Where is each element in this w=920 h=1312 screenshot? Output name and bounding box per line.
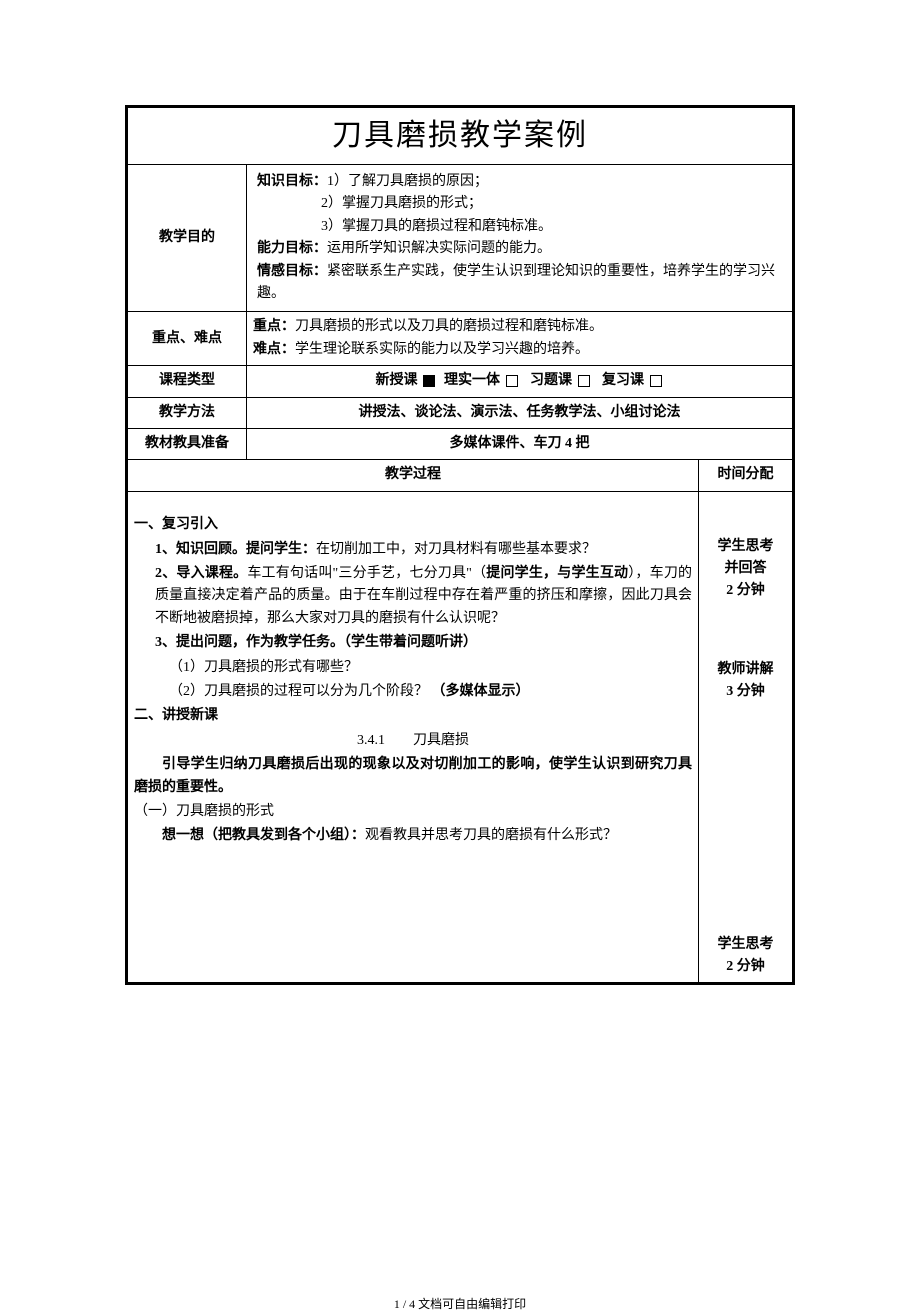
course-type-label: 课程类型 — [127, 366, 247, 397]
page-footer: 1 / 4 文档可自由编辑打印 — [394, 1295, 526, 1312]
course-type-opt2: 理实一体 — [444, 373, 500, 388]
p2-emph: 提问学生，与学生互动 — [486, 566, 628, 581]
title-cell: 刀具磨损教学案例 — [127, 107, 794, 165]
think-label: 想一想（把教具发到各个小组）： — [162, 828, 365, 843]
knowledge-goal-2: 2）掌握刀具磨损的形式； — [257, 193, 782, 215]
keypoints-label: 重点、难点 — [127, 312, 247, 366]
keypoints-content: 重点：刀具磨损的形式以及刀具的磨损过程和磨钝标准。 难点：学生理论联系实际的能力… — [247, 312, 794, 366]
title-row: 刀具磨损教学案例 — [127, 107, 794, 165]
method-label: 教学方法 — [127, 397, 247, 428]
ability-goal-text: 运用所学知识解决实际问题的能力。 — [327, 241, 551, 256]
process-header-right: 时间分配 — [699, 460, 794, 491]
lead-text: 引导学生归纳刀具磨损后出现的现象以及对切削加工的影响，使学生认识到研究刀具磨损的… — [134, 754, 692, 799]
key-text: 刀具磨损的形式以及刀具的磨损过程和磨钝标准。 — [295, 319, 603, 334]
question-1: （1）刀具磨损的形式有哪些？ — [134, 657, 692, 679]
section-1-heading: 一、复习引入 — [134, 514, 692, 536]
process-body: 一、复习引入 1、知识回顾。提问学生：在切削加工中，对刀具材料有哪些基本要求？ … — [127, 491, 699, 984]
time-3a: 学生思考 — [705, 934, 786, 956]
time-column: 学生思考 并回答 2 分钟 教师讲解 3 分钟 学生思考 2 分钟 — [699, 491, 794, 984]
p3-label: 3、提出问题，作为教学任务。（学生带着问题听讲） — [134, 632, 692, 654]
materials-label: 教材教具准备 — [127, 428, 247, 459]
process-body-row: 一、复习引入 1、知识回顾。提问学生：在切削加工中，对刀具材料有哪些基本要求？ … — [127, 491, 794, 984]
checkbox-filled-icon — [423, 375, 435, 387]
time-3b: 2 分钟 — [705, 956, 786, 978]
time-block-3: 学生思考 2 分钟 — [705, 934, 786, 979]
ability-goal-label: 能力目标： — [257, 241, 327, 256]
process-header-row: 教学过程 时间分配 — [127, 460, 794, 491]
lesson-plan-table: 刀具磨损教学案例 教学目的 知识目标：1）了解刀具磨损的原因； 2）掌握刀具磨损… — [125, 105, 795, 985]
emotion-goal-text: 紧密联系生产实践，使学生认识到理论知识的重要性，培养学生的学习兴趣。 — [257, 264, 775, 301]
document-title: 刀具磨损教学案例 — [332, 119, 588, 152]
key-label: 重点： — [253, 319, 295, 334]
method-content: 讲授法、谈论法、演示法、任务教学法、小组讨论法 — [247, 397, 794, 428]
checkbox-empty-icon — [578, 375, 590, 387]
diff-label: 难点： — [253, 342, 295, 357]
keypoints-row: 重点、难点 重点：刀具磨损的形式以及刀具的磨损过程和磨钝标准。 难点：学生理论联… — [127, 312, 794, 366]
section-number: 3.4.1 刀具磨损 — [134, 730, 692, 752]
p1-text: 在切削加工中，对刀具材料有哪些基本要求？ — [316, 542, 596, 557]
time-1c: 2 分钟 — [705, 580, 786, 602]
course-type-opt1: 新授课 — [376, 373, 418, 388]
time-1b: 并回答 — [705, 558, 786, 580]
objective-row: 教学目的 知识目标：1）了解刀具磨损的原因； 2）掌握刀具磨损的形式； 3）掌握… — [127, 165, 794, 312]
materials-row: 教材教具准备 多媒体课件、车刀 4 把 — [127, 428, 794, 459]
knowledge-goal-1: 1）了解刀具磨损的原因； — [327, 174, 488, 189]
course-type-row: 课程类型 新授课 理实一体 习题课 复习课 — [127, 366, 794, 397]
subsection-1: （一）刀具磨损的形式 — [134, 801, 692, 823]
time-1a: 学生思考 — [705, 536, 786, 558]
course-type-opt4: 复习课 — [602, 373, 644, 388]
method-row: 教学方法 讲授法、谈论法、演示法、任务教学法、小组讨论法 — [127, 397, 794, 428]
p2-text-a: 车工有句话叫"三分手艺，七分刀具"（ — [247, 566, 486, 581]
knowledge-goal-label: 知识目标： — [257, 174, 327, 189]
time-2a: 教师讲解 — [705, 659, 786, 681]
emotion-goal-label: 情感目标： — [257, 264, 327, 279]
p1-label: 1、知识回顾。提问学生： — [155, 542, 316, 557]
materials-content: 多媒体课件、车刀 4 把 — [247, 428, 794, 459]
knowledge-goal-3: 3）掌握刀具的磨损过程和磨钝标准。 — [257, 216, 782, 238]
time-block-2: 教师讲解 3 分钟 — [705, 659, 786, 704]
objective-label: 教学目的 — [127, 165, 247, 312]
objective-content: 知识目标：1）了解刀具磨损的原因； 2）掌握刀具磨损的形式； 3）掌握刀具的磨损… — [247, 165, 794, 312]
section-2-heading: 二、讲授新课 — [134, 705, 692, 727]
process-header-left: 教学过程 — [127, 460, 699, 491]
checkbox-empty-icon — [506, 375, 518, 387]
diff-text: 学生理论联系实际的能力以及学习兴趣的培养。 — [295, 342, 589, 357]
checkbox-empty-icon — [650, 375, 662, 387]
document-page: 刀具磨损教学案例 教学目的 知识目标：1）了解刀具磨损的原因； 2）掌握刀具磨损… — [125, 105, 795, 985]
think-text: 观看教具并思考刀具的磨损有什么形式？ — [365, 828, 617, 843]
time-block-1: 学生思考 并回答 2 分钟 — [705, 536, 786, 603]
p2-label: 2、导入课程。 — [155, 566, 247, 581]
course-type-opt3: 习题课 — [530, 373, 572, 388]
question-2b: （多媒体显示） — [432, 684, 530, 699]
course-type-content: 新授课 理实一体 习题课 复习课 — [247, 366, 794, 397]
question-2a: （2）刀具磨损的过程可以分为几个阶段？ — [169, 684, 428, 699]
time-2b: 3 分钟 — [705, 681, 786, 703]
